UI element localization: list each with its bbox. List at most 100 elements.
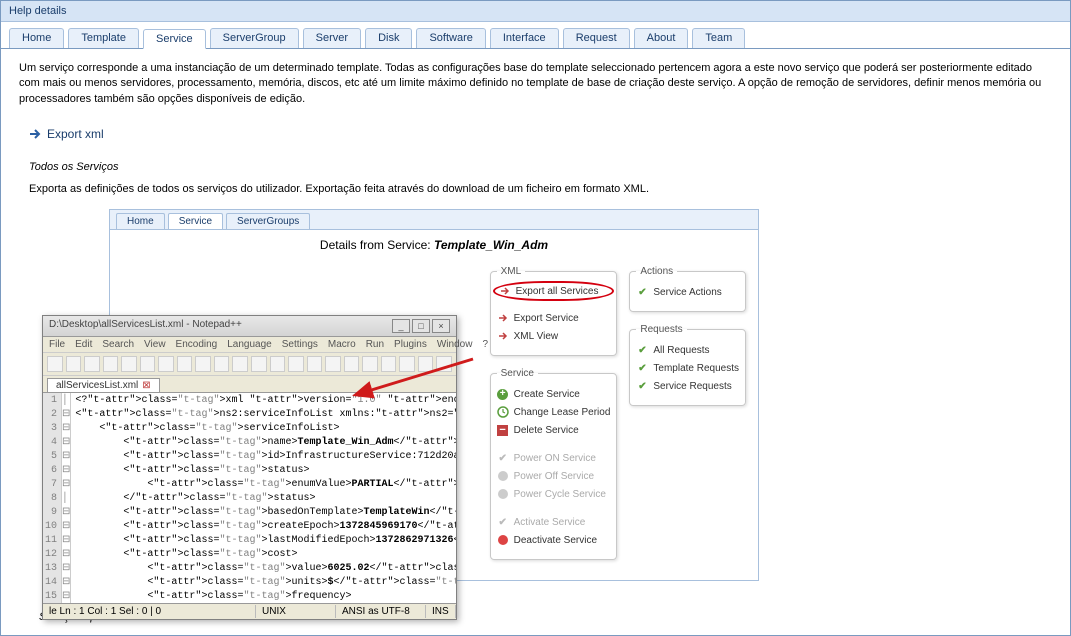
arrow-icon	[29, 127, 43, 141]
toolbar-button-2[interactable]	[84, 356, 100, 372]
line-numbers: 1 2 3 4 5 6 7 8 9 10 11 12 13 14 15 16 1…	[43, 393, 62, 603]
notepad-window: D:\Desktop\allServicesList.xml - Notepad…	[42, 315, 457, 620]
dot-grey-icon	[497, 488, 509, 500]
maximize-button[interactable]: □	[412, 319, 430, 333]
action-create-service[interactable]: +Create Service	[497, 385, 611, 403]
check-green-icon: ✔	[636, 362, 648, 374]
toolbar-button-8[interactable]	[195, 356, 211, 372]
inner-tab-service[interactable]: Service	[168, 213, 223, 229]
fold-column: │ ⊟ ⊟ ⊟ ⊟ ⊟ ⊟ │ ⊟ ⊟ ⊟ ⊟ ⊟ ⊟ ⊟ ⊟ │	[62, 393, 71, 603]
toolbar-button-4[interactable]	[121, 356, 137, 372]
menu-macro[interactable]: Macro	[328, 339, 356, 350]
menu-encoding[interactable]: Encoding	[176, 339, 218, 350]
action-template-requests[interactable]: ✔Template Requests	[636, 359, 739, 377]
close-button[interactable]: ×	[432, 319, 450, 333]
toolbar-button-9[interactable]	[214, 356, 230, 372]
left-panel-column: XML Export all ServicesExport ServiceXML…	[490, 266, 618, 560]
menu-window[interactable]: Window	[437, 339, 473, 350]
menu-file[interactable]: File	[49, 339, 65, 350]
clock-icon	[497, 406, 509, 418]
service-panel: Service +Create ServiceChange Lease Peri…	[490, 368, 618, 560]
toolbar-button-6[interactable]	[158, 356, 174, 372]
xml-panel: XML Export all ServicesExport ServiceXML…	[490, 266, 618, 356]
tab-team[interactable]: Team	[692, 28, 745, 48]
service-description: Um serviço corresponde a uma instanciaçã…	[19, 61, 1052, 107]
tab-software[interactable]: Software	[416, 28, 485, 48]
toolbar-button-12[interactable]	[270, 356, 286, 372]
tab-disk[interactable]: Disk	[365, 28, 412, 48]
menu-edit[interactable]: Edit	[75, 339, 92, 350]
action-all-requests[interactable]: ✔All Requests	[636, 341, 739, 359]
tab-about[interactable]: About	[634, 28, 689, 48]
action-power-cycle-service: Power Cycle Service	[497, 485, 611, 503]
tab-request[interactable]: Request	[563, 28, 630, 48]
code-content[interactable]: <?"t-attr">class="t-tag">xml "t-attr">ve…	[71, 393, 456, 603]
toolbar-button-13[interactable]	[288, 356, 304, 372]
toolbar-button-16[interactable]	[344, 356, 360, 372]
export-xml-link[interactable]: Export xml	[29, 127, 1052, 141]
tab-server[interactable]: Server	[303, 28, 361, 48]
tab-service[interactable]: Service	[143, 29, 206, 49]
action-service-actions[interactable]: ✔Service Actions	[636, 283, 739, 301]
notepad-menubar: File Edit Search View Encoding Language Settin…	[43, 337, 456, 353]
action-xml-view[interactable]: XML View	[497, 327, 611, 345]
plus-icon: +	[497, 388, 509, 400]
menu-settings[interactable]: Settings	[282, 339, 318, 350]
right-panel-column: Actions ✔Service Actions Requests ✔All R…	[629, 266, 746, 560]
actions-panel: Actions ✔Service Actions	[629, 266, 746, 312]
action-change-lease-period[interactable]: Change Lease Period	[497, 403, 611, 421]
tab-home[interactable]: Home	[9, 28, 64, 48]
toolbar-button-18[interactable]	[381, 356, 397, 372]
toolbar-button-3[interactable]	[103, 356, 119, 372]
export-icon	[497, 330, 509, 342]
notepad-titlebar[interactable]: D:\Desktop\allServicesList.xml - Notepad…	[43, 316, 456, 337]
menu-search[interactable]: Search	[102, 339, 134, 350]
menu-plugins[interactable]: Plugins	[394, 339, 427, 350]
action-service-requests[interactable]: ✔Service Requests	[636, 377, 739, 395]
toolbar-button-19[interactable]	[399, 356, 415, 372]
toolbar-button-11[interactable]	[251, 356, 267, 372]
action-deactivate-service[interactable]: Deactivate Service	[497, 531, 611, 549]
toolbar-button-1[interactable]	[66, 356, 82, 372]
action-power-on-service: ✔Power ON Service	[497, 449, 611, 467]
toolbar-button-15[interactable]	[325, 356, 341, 372]
tab-template[interactable]: Template	[68, 28, 139, 48]
main-tabs: HomeTemplateServiceServerGroupServerDisk…	[1, 22, 1070, 49]
toolbar-button-0[interactable]	[47, 356, 63, 372]
dot-red-icon	[497, 534, 509, 546]
action-export-all-services[interactable]: Export all Services	[493, 281, 615, 301]
header-title: Help details	[9, 5, 66, 17]
dot-grey-icon	[497, 470, 509, 482]
tab-interface[interactable]: Interface	[490, 28, 559, 48]
toolbar-button-20[interactable]	[418, 356, 434, 372]
window-controls: _ □ ×	[392, 319, 450, 333]
tab-servergroup[interactable]: ServerGroup	[210, 28, 299, 48]
toolbar-button-17[interactable]	[362, 356, 378, 372]
menu-?[interactable]: ?	[482, 339, 488, 350]
section-all-services-title: Todos os Serviços	[29, 161, 1052, 173]
notepad-code-area[interactable]: 1 2 3 4 5 6 7 8 9 10 11 12 13 14 15 16 1…	[43, 393, 456, 603]
details-title: Details from Service: Template_Win_Adm	[110, 230, 758, 260]
toolbar-button-7[interactable]	[177, 356, 193, 372]
toolbar-button-14[interactable]	[307, 356, 323, 372]
header-bar: Help details	[1, 1, 1070, 22]
file-tab[interactable]: allServicesList.xml⊠	[47, 378, 160, 392]
toolbar-button-5[interactable]	[140, 356, 156, 372]
minus-icon: −	[497, 424, 509, 436]
toolbar-button-10[interactable]	[232, 356, 248, 372]
menu-view[interactable]: View	[144, 339, 166, 350]
inner-tabs: HomeServiceServerGroups	[110, 210, 758, 230]
check-green-icon: ✔	[636, 286, 648, 298]
inner-tab-servergroups[interactable]: ServerGroups	[226, 213, 310, 229]
action-export-service[interactable]: Export Service	[497, 309, 611, 327]
menu-language[interactable]: Language	[227, 339, 272, 350]
requests-panel: Requests ✔All Requests✔Template Requests…	[629, 324, 746, 406]
notepad-toolbar	[43, 353, 456, 376]
menu-run[interactable]: Run	[366, 339, 384, 350]
check-green-icon: ✔	[636, 344, 648, 356]
toolbar-button-21[interactable]	[436, 356, 452, 372]
inner-tab-home[interactable]: Home	[116, 213, 165, 229]
close-tab-icon[interactable]: ⊠	[142, 380, 150, 391]
minimize-button[interactable]: _	[392, 319, 410, 333]
action-delete-service[interactable]: −Delete Service	[497, 421, 611, 439]
